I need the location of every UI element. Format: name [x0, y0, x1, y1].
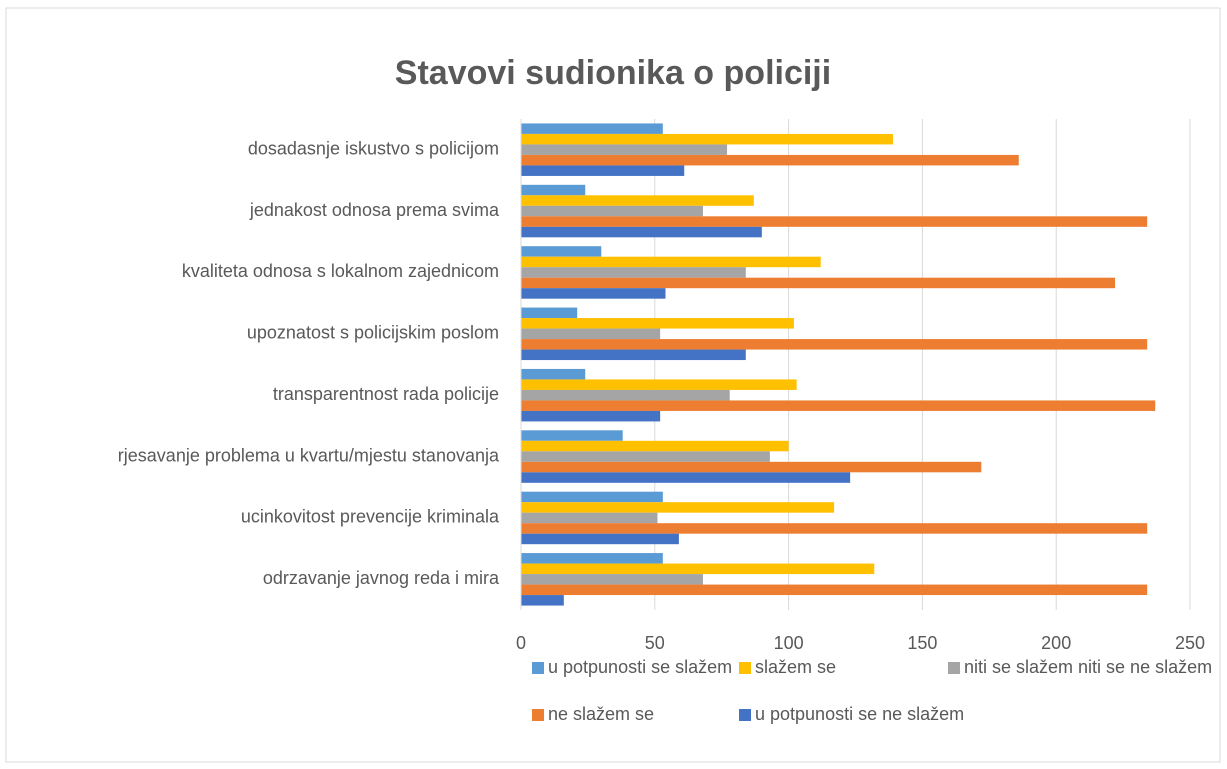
bar	[521, 389, 730, 401]
bar	[521, 553, 663, 564]
y-tick-label: kvaliteta odnosa s lokalnom zajednicom	[182, 261, 499, 281]
x-tick-label: 150	[907, 633, 937, 653]
bar	[521, 502, 835, 513]
y-tick-label: jednakost odnosa prema svima	[249, 200, 500, 220]
bar	[521, 563, 875, 575]
x-tick-label: 200	[1041, 633, 1071, 653]
bar	[521, 430, 623, 441]
legend-swatch	[532, 709, 544, 721]
bar	[521, 277, 1116, 289]
y-tick-label: upoznatost s policijskim poslom	[247, 323, 499, 343]
y-tick-label: transparentnost rada policije	[273, 384, 499, 404]
legend-swatch	[739, 709, 751, 721]
bar	[521, 451, 770, 462]
bar	[521, 133, 893, 145]
bar	[521, 288, 666, 299]
bar	[521, 184, 586, 196]
bar	[521, 574, 703, 585]
bar	[521, 216, 1148, 227]
x-tick-label: 0	[516, 633, 526, 653]
legend-swatch	[739, 662, 751, 674]
bar	[521, 226, 762, 238]
x-tick-label: 100	[774, 633, 804, 653]
bar	[521, 349, 746, 361]
bar	[521, 379, 797, 390]
bar	[521, 584, 1148, 596]
bar	[521, 491, 663, 503]
y-tick-label: odrzavanje javnog reda i mira	[263, 568, 500, 588]
legend-label: slažem se	[755, 657, 836, 677]
bar	[521, 256, 821, 268]
bar	[521, 328, 661, 340]
bar	[521, 154, 1019, 166]
bar	[521, 595, 564, 606]
y-tick-label: ucinkovitost prevencije kriminala	[241, 507, 500, 527]
bar	[521, 205, 703, 217]
bar	[521, 144, 728, 155]
bar	[521, 410, 661, 422]
bar	[521, 195, 754, 206]
chart-title: Stavovi sudionika o policiji	[395, 54, 831, 92]
legend-label: niti se slažem niti se ne slažem	[964, 657, 1212, 677]
x-tick-label: 50	[645, 633, 665, 653]
bar	[521, 339, 1148, 350]
legend-swatch	[948, 662, 960, 674]
bar	[521, 368, 586, 380]
bar	[521, 267, 746, 278]
bar	[521, 512, 658, 524]
bar	[521, 318, 794, 329]
bar	[521, 246, 602, 257]
bar	[521, 461, 982, 473]
y-tick-label: dosadasnje iskustvo s policijom	[248, 138, 499, 158]
bar	[521, 533, 679, 545]
legend-label: ne slažem se	[548, 704, 654, 724]
y-tick-label: rjesavanje problema u kvartu/mjestu stan…	[118, 445, 500, 465]
bar	[521, 472, 851, 483]
legend-label: u potpunosti se slažem	[548, 657, 732, 677]
bar	[521, 440, 789, 452]
bar	[521, 123, 663, 134]
x-tick-label: 250	[1175, 633, 1205, 653]
bar	[521, 400, 1156, 411]
legend-swatch	[532, 662, 544, 674]
bar	[521, 523, 1148, 534]
bar	[521, 165, 685, 176]
bar	[521, 307, 578, 319]
legend-label: u potpunosti se ne slažem	[755, 704, 964, 724]
